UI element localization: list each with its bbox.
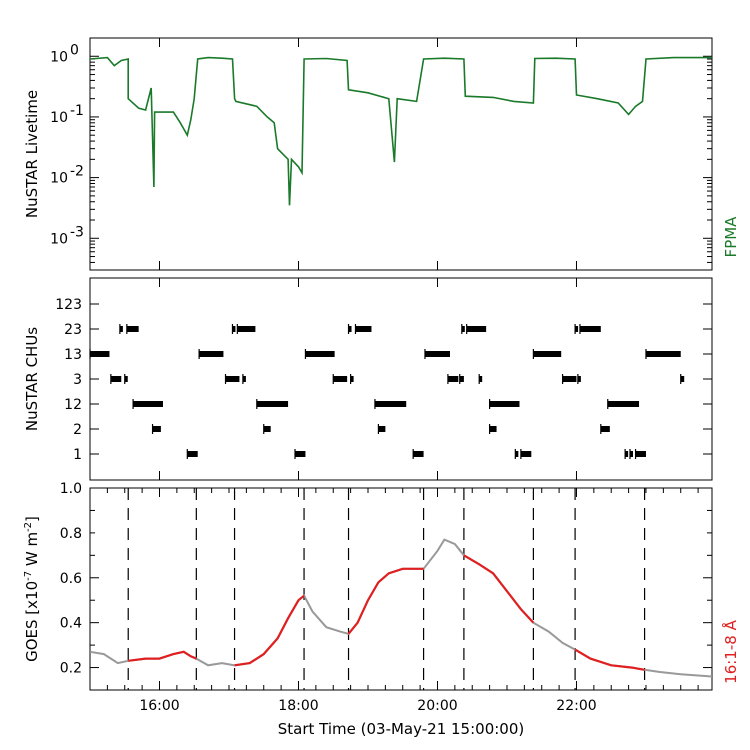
chus-band-13 [199, 351, 224, 357]
goes-ylabel-end: ] [23, 516, 41, 522]
chus-ytick-label: 123 [55, 297, 82, 313]
chus-band-1 [515, 451, 519, 457]
panel-frame-goes [89, 487, 713, 691]
livetime-ylabel: NuSTAR Livetime [23, 90, 41, 218]
livetime-ytick-exp: 0 [70, 42, 79, 58]
goes-ylabel-mid: W m [23, 532, 41, 571]
livetime-series-fpma [89, 56, 712, 206]
livetime-ytick-exp: -3 [70, 224, 84, 240]
chus-band-1 [295, 451, 306, 457]
chus-band-3 [124, 376, 128, 382]
goes-xtick-label: 20:00 [417, 698, 457, 714]
goes-series-highlight [574, 648, 645, 671]
panel-frame-chus [89, 277, 713, 481]
livetime-ytick-exp: -2 [70, 164, 84, 180]
livetime-ytick-base: 10 [50, 231, 68, 247]
goes-ytick-label: 0.8 [60, 526, 82, 542]
chus-band-23 [237, 326, 256, 332]
goes-xtick-label: 18:00 [278, 698, 318, 714]
chus-band-3 [680, 376, 685, 382]
chus-band-13 [90, 351, 110, 357]
chus-band-3 [350, 376, 354, 382]
livetime-ytick-label: 10 [50, 49, 68, 65]
goes-xlabel: Start Time (03-May-21 15:00:00) [278, 720, 524, 738]
chus-band-1 [635, 451, 646, 457]
chus-band-13 [533, 351, 562, 357]
chus-band-3 [459, 376, 464, 382]
chus-band-3 [577, 376, 581, 382]
chus-band-1 [413, 451, 424, 457]
goes-plot: 0.2 0.4 0.6 0.8 1.0 16:00 18:00 20:00 22:00 [60, 481, 713, 714]
chus-band-2 [489, 426, 497, 432]
goes-ylabel: GOES [x10-7 W m-2] [23, 516, 41, 662]
chus-ylabel: NuSTAR CHUs [23, 327, 41, 431]
chus-ytick-label: 23 [64, 322, 82, 338]
chus-ytick-label: 12 [64, 397, 82, 413]
goes-ytick-label: 0.2 [60, 661, 82, 677]
chus-ytick-label: 1 [73, 447, 82, 463]
chus-band-12 [374, 401, 407, 407]
chus-band-23 [575, 326, 579, 332]
chus-band-3 [225, 376, 240, 382]
chus-band-2 [263, 426, 271, 432]
goes-series-highlight [128, 650, 197, 662]
goes-ytick-label: 1.0 [60, 481, 82, 497]
chus-band-23 [579, 326, 601, 332]
chus-band-23 [119, 326, 123, 332]
chus-ytick-label: 13 [64, 347, 82, 363]
goes-side-label: 16:1-8 Å [721, 619, 740, 683]
chus-band-3 [447, 376, 459, 382]
panel-frame-livetime [89, 37, 713, 271]
livetime-ytick-label: 10 [50, 110, 68, 126]
fpma-side-label: FPMA [722, 216, 740, 258]
chus-band-23 [355, 326, 372, 332]
livetime-ytick-exp: -1 [70, 103, 84, 119]
chus-band-23 [232, 326, 236, 332]
chus-band-12 [607, 401, 640, 407]
chus-band-1 [187, 451, 198, 457]
chus-band-23 [461, 326, 465, 332]
chus-band-3 [562, 376, 577, 382]
livetime-ytick-label: 10 [50, 171, 68, 187]
goes-ytick-label: 0.6 [60, 571, 82, 587]
chus-band-2 [378, 426, 386, 432]
chus-band-12 [133, 401, 163, 407]
goes-xtick-label: 22:00 [556, 698, 596, 714]
goes-ylabel-exp2: -2 [23, 522, 34, 532]
chus-band-2 [600, 426, 610, 432]
chus-band-3 [479, 376, 483, 382]
chus-band-12 [489, 401, 520, 407]
livetime-ytick-label: 10 [50, 231, 68, 247]
chus-band-3 [333, 376, 348, 382]
chus-band-23 [126, 326, 139, 332]
chus-ytick-label: 3 [73, 372, 82, 388]
goes-series-highlight [347, 567, 424, 635]
chus-band-3 [110, 376, 122, 382]
chus-band-2 [152, 426, 161, 432]
chus-band-13 [305, 351, 335, 357]
goes-series-base [89, 538, 713, 678]
goes-xtick-label: 16:00 [139, 698, 179, 714]
chus-band-1 [629, 451, 633, 457]
livetime-ytick-base: 10 [50, 110, 68, 126]
goes-series-highlight [463, 554, 535, 624]
goes-ylabel-main: GOES [x10 [23, 581, 41, 662]
chus-band-1 [520, 451, 532, 457]
goes-ytick-label: 0.4 [60, 616, 82, 632]
goes-ylabel-exp1: -7 [23, 571, 34, 581]
chus-band-13 [645, 351, 681, 357]
livetime-ytick-base: 10 [50, 49, 68, 65]
chus-band-23 [466, 326, 487, 332]
goes-series-highlight [234, 594, 305, 667]
livetime-ytick-base: 10 [50, 171, 68, 187]
chus-band-3 [242, 376, 246, 382]
chus-ytick-label: 2 [73, 422, 82, 438]
chus-band-12 [256, 401, 289, 407]
chus-band-23 [348, 326, 352, 332]
chus-band-13 [424, 351, 450, 357]
chus-band-1 [625, 451, 629, 457]
